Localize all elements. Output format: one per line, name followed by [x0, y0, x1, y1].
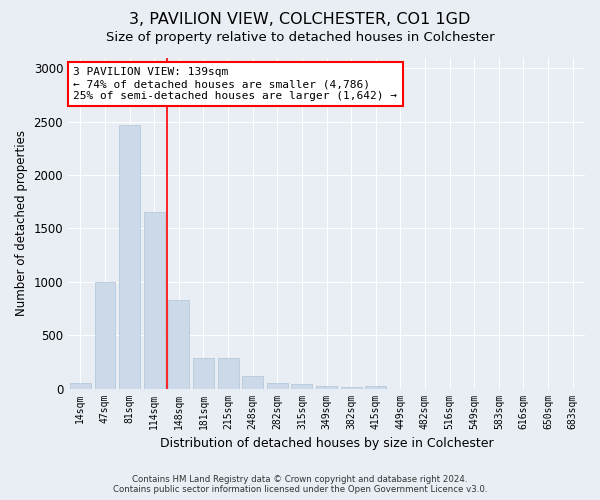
Bar: [316, 386, 337, 388]
Bar: [267, 383, 288, 388]
Bar: [218, 358, 239, 388]
Bar: [95, 282, 115, 389]
X-axis label: Distribution of detached houses by size in Colchester: Distribution of detached houses by size …: [160, 437, 493, 450]
Bar: [193, 358, 214, 388]
Text: Size of property relative to detached houses in Colchester: Size of property relative to detached ho…: [106, 31, 494, 44]
Bar: [119, 125, 140, 388]
Bar: [341, 386, 362, 388]
Bar: [292, 384, 313, 388]
Text: 3 PAVILION VIEW: 139sqm
← 74% of detached houses are smaller (4,786)
25% of semi: 3 PAVILION VIEW: 139sqm ← 74% of detache…: [73, 68, 397, 100]
Text: Contains HM Land Registry data © Crown copyright and database right 2024.
Contai: Contains HM Land Registry data © Crown c…: [113, 474, 487, 494]
Bar: [70, 382, 91, 388]
Bar: [242, 376, 263, 388]
Bar: [144, 212, 164, 388]
Y-axis label: Number of detached properties: Number of detached properties: [15, 130, 28, 316]
Bar: [365, 386, 386, 388]
Bar: [169, 300, 189, 388]
Text: 3, PAVILION VIEW, COLCHESTER, CO1 1GD: 3, PAVILION VIEW, COLCHESTER, CO1 1GD: [130, 12, 470, 28]
